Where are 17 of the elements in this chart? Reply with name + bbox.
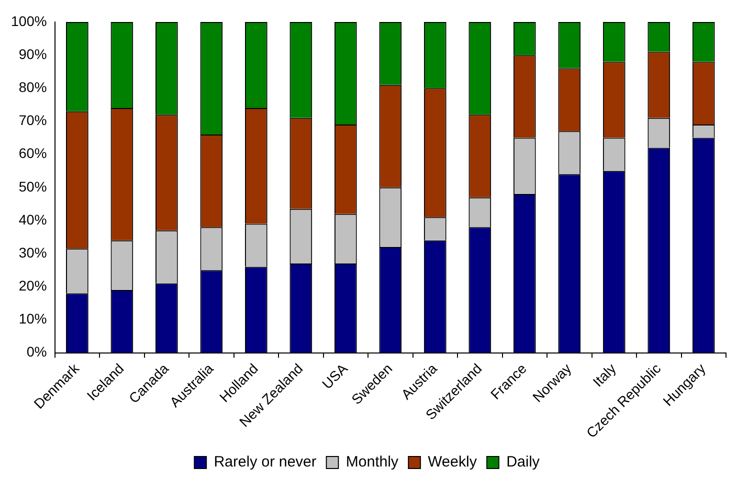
x-tick-label: USA xyxy=(318,360,351,392)
y-tick-label: 80% xyxy=(18,79,47,96)
legend-label: Daily xyxy=(506,454,540,471)
y-tick-label: 60% xyxy=(18,145,47,162)
legend-label: Monthly xyxy=(346,454,399,471)
x-tick-label: Italy xyxy=(590,360,619,390)
y-tick-label: 30% xyxy=(18,244,47,260)
legend-label: Rarely or never xyxy=(214,454,316,471)
y-tick-label: 100% xyxy=(10,12,47,29)
y-tick-label: 50% xyxy=(18,178,47,194)
y-tick-label: 90% xyxy=(18,46,47,62)
legend-label: Weekly xyxy=(428,454,478,471)
y-tick-label: 40% xyxy=(18,211,47,228)
y-tick-label: 0% xyxy=(26,344,47,360)
y-tick-label: 20% xyxy=(18,277,47,294)
y-tick-label: 10% xyxy=(18,310,47,327)
y-tick-label: 70% xyxy=(18,112,47,128)
